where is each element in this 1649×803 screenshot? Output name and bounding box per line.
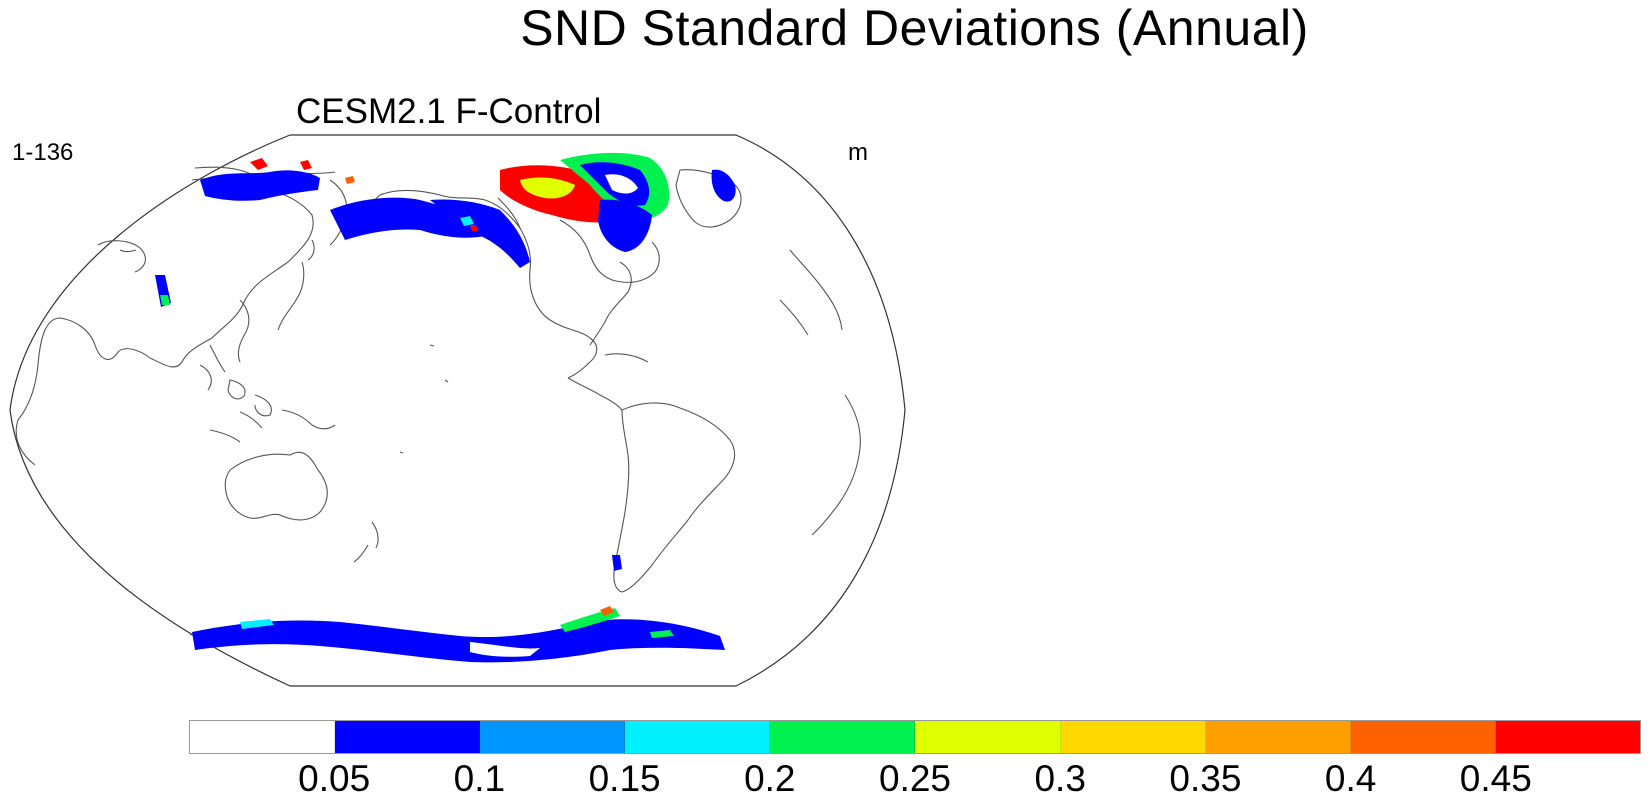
snow-field [155, 152, 736, 663]
colorbar-box [1205, 721, 1351, 753]
colorbar-tick-label: 0.3 [1034, 758, 1086, 799]
panel-title: CESM2.1 F-Control [296, 92, 602, 131]
colorbar-box [915, 721, 1061, 753]
colorbar-box [1495, 721, 1640, 753]
colorbar-tick-label: 0.45 [1459, 758, 1532, 799]
colorbar-tick-label: 0.05 [298, 758, 371, 799]
colorbar-labels: 0.05 0.1 0.15 0.2 0.25 0.3 0.35 0.4 0.45 [189, 758, 1641, 802]
colorbar-tick-label: 0.2 [744, 758, 796, 799]
colorbar-box [480, 721, 626, 753]
panel-units-label: m [848, 139, 868, 166]
figure-title: SND Standard Deviations (Annual) [520, 0, 1309, 56]
colorbar-tick-label: 0.35 [1169, 758, 1242, 799]
colorbar-box [770, 721, 916, 753]
panel-left-label: 1-136 [12, 139, 74, 166]
colorbar-box [1060, 721, 1206, 753]
colorbar-tick-label: 0.4 [1324, 758, 1377, 799]
colorbar-tick-label: 0.1 [453, 758, 506, 799]
colorbar-box [190, 721, 336, 753]
colorbar-box [625, 721, 771, 753]
colorbar-box [335, 721, 481, 753]
colorbar-tick-label: 0.15 [588, 758, 661, 799]
map-border [9, 134, 906, 687]
colorbar-box [1350, 721, 1496, 753]
colorbar [189, 720, 1641, 754]
colorbar-tick-label: 0.25 [878, 758, 952, 799]
